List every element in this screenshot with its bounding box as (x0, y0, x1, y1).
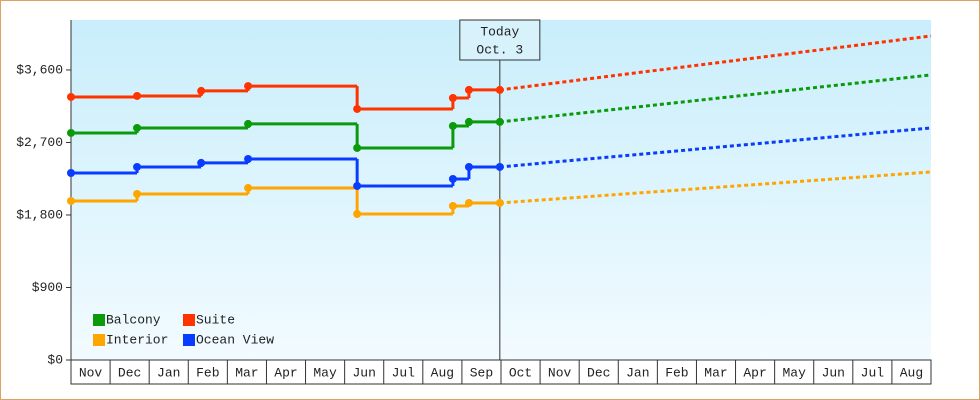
legend-swatch (93, 334, 105, 346)
point (133, 91, 142, 100)
point (464, 162, 473, 171)
point (353, 143, 362, 152)
point (353, 181, 362, 190)
legend-label: Balcony (106, 312, 161, 327)
point (495, 117, 504, 126)
x-tick-label: Jan (157, 365, 180, 380)
point (353, 104, 362, 113)
point (244, 183, 253, 192)
legend-swatch (183, 314, 195, 326)
x-tick-label: Aug (900, 365, 923, 380)
x-tick-label: Feb (665, 365, 688, 380)
projection-line (499, 126, 932, 169)
point (244, 119, 253, 128)
x-tick-label: Mar (235, 365, 258, 380)
x-tick-label: May (313, 365, 337, 380)
point (448, 93, 457, 102)
point (495, 162, 504, 171)
point (464, 117, 473, 126)
x-tick-label: Jul (392, 365, 416, 380)
today-date: Oct. 3 (476, 42, 523, 57)
legend-label: Interior (106, 332, 168, 347)
x-tick-label: Nov (548, 365, 572, 380)
x-tick-label: Sep (470, 365, 493, 380)
plot-area (71, 20, 931, 360)
legend-swatch (93, 314, 105, 326)
point (495, 85, 504, 94)
point (464, 85, 473, 94)
series (67, 34, 932, 113)
y-tick-label: $2,700 (16, 135, 63, 150)
y-tick-label: $1,800 (16, 207, 63, 222)
legend-swatch (183, 334, 195, 346)
x-tick-label: Jan (626, 365, 649, 380)
x-tick-label: Aug (431, 365, 454, 380)
x-tick-label: Dec (118, 365, 141, 380)
x-tick-label: Dec (587, 365, 610, 380)
x-tick-label: Feb (196, 365, 219, 380)
x-tick-label: Nov (79, 365, 103, 380)
projection-line (499, 170, 932, 205)
point (67, 128, 75, 137)
x-tick-label: Jun (822, 365, 845, 380)
x-tick-label: Apr (743, 365, 766, 380)
point (67, 169, 75, 177)
legend-label: Ocean View (196, 332, 274, 347)
point (448, 174, 457, 183)
x-tick-label: Jul (861, 365, 885, 380)
y-tick-label: $0 (47, 352, 63, 367)
projection-line (499, 34, 932, 92)
point (448, 121, 457, 130)
today-title: Today (480, 24, 519, 39)
x-tick-label: Apr (274, 365, 297, 380)
point (244, 82, 253, 91)
x-tick-label: Jun (352, 365, 375, 380)
point (67, 196, 75, 205)
point (197, 86, 206, 95)
series (67, 126, 932, 190)
x-tick-label: May (782, 365, 806, 380)
y-tick-label: $900 (32, 280, 63, 295)
point (67, 92, 75, 101)
point (448, 201, 457, 210)
projection-line (499, 73, 932, 124)
point (197, 158, 206, 167)
series (67, 73, 932, 152)
legend-label: Suite (196, 312, 235, 327)
point (464, 198, 473, 207)
point (133, 189, 142, 198)
point (353, 210, 362, 219)
series (67, 170, 932, 219)
point (244, 154, 253, 163)
point (133, 162, 142, 171)
x-tick-label: Mar (704, 365, 727, 380)
point (133, 123, 142, 132)
point (495, 198, 504, 207)
y-tick-label: $3,600 (16, 62, 63, 77)
x-tick-label: Oct (509, 365, 532, 380)
today-box (459, 19, 541, 61)
